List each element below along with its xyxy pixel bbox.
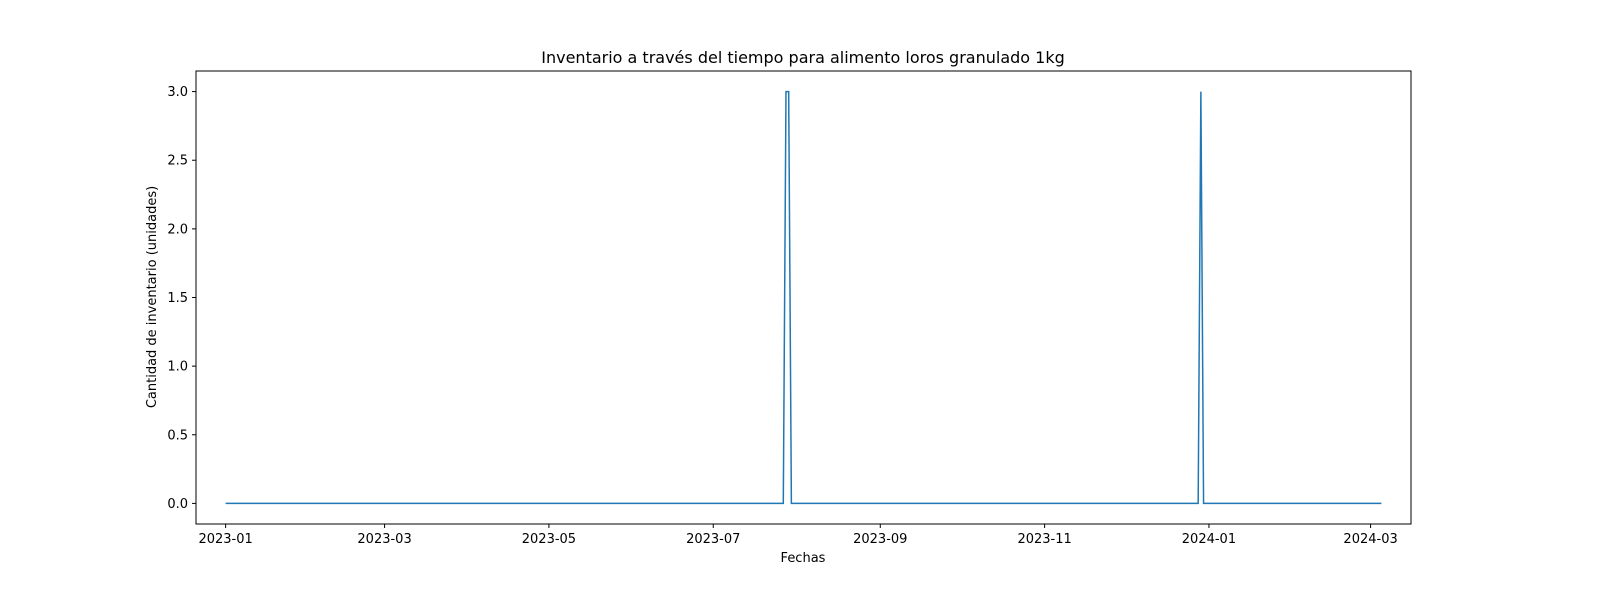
y-tick-label: 0.0 xyxy=(167,497,188,512)
x-tick-label: 2023-07 xyxy=(686,532,740,547)
y-axis-label: Cantidad de inventario (unidades) xyxy=(145,186,160,408)
y-tick-label: 2.0 xyxy=(167,222,188,237)
x-tick-label: 2024-01 xyxy=(1182,532,1236,547)
x-tick-label: 2023-03 xyxy=(357,532,411,547)
y-tick-label: 1.0 xyxy=(167,360,188,375)
x-tick-label: 2024-03 xyxy=(1343,532,1397,547)
y-tick-label: 3.0 xyxy=(167,85,188,100)
x-axis-label: Fechas xyxy=(781,551,826,566)
x-axis: 2023-01 2023-03 2023-05 2023-07 2023-09 2023-… xyxy=(198,524,1398,547)
x-tick-label: 2023-05 xyxy=(522,532,576,547)
x-tick-label: 2023-11 xyxy=(1017,532,1071,547)
x-tick-label: 2023-01 xyxy=(198,532,252,547)
plot-series xyxy=(225,90,1382,505)
y-tick-label: 0.5 xyxy=(167,428,188,443)
x-tick-label: 2023-09 xyxy=(853,532,907,547)
plot-frame xyxy=(195,70,1412,525)
y-tick-label: 2.5 xyxy=(167,154,188,169)
y-tick-label: 1.5 xyxy=(167,291,188,306)
series-line-0 xyxy=(225,90,1382,505)
y-axis: 0.0 0.5 1.0 1.5 2.0 2.5 3.0 xyxy=(167,85,196,512)
chart-title: Inventario a través del tiempo para alim… xyxy=(541,48,1065,67)
